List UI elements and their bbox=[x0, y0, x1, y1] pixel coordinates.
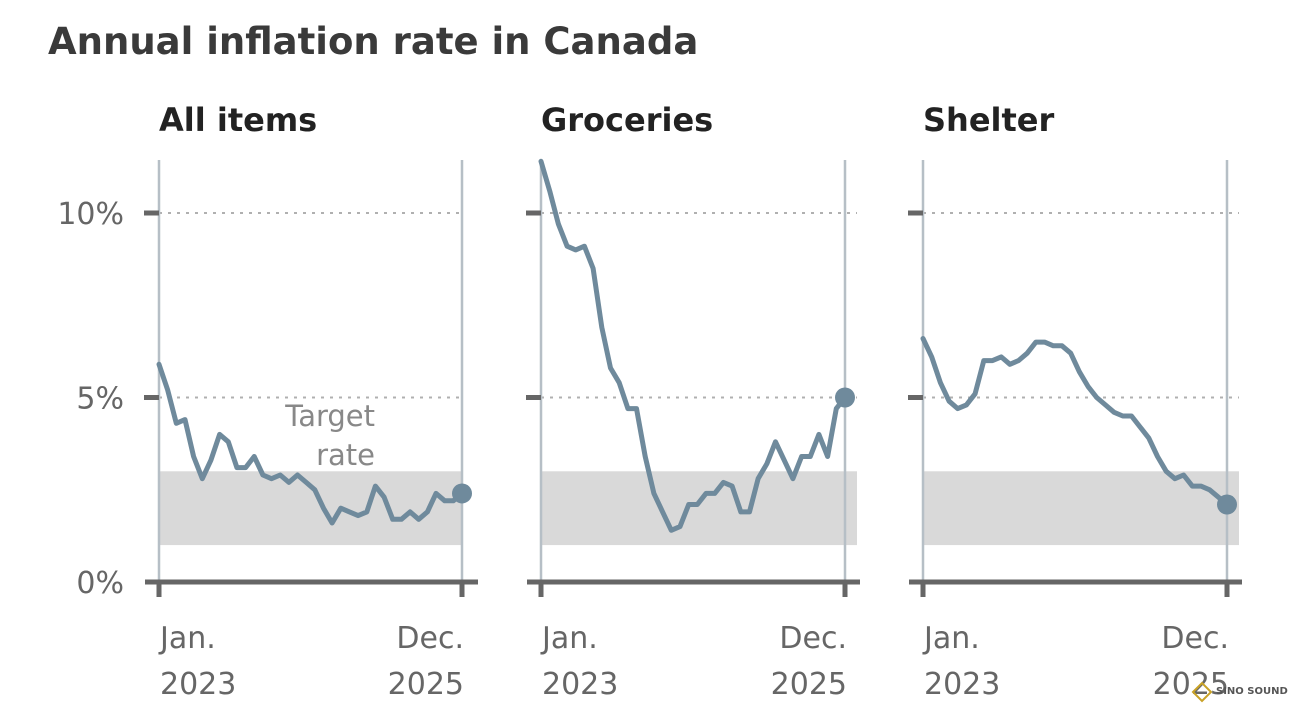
panel-title: Groceries bbox=[541, 101, 713, 139]
x-tick-label-start: Jan. bbox=[540, 621, 598, 656]
x-tick-label-end: 2025 bbox=[771, 667, 847, 702]
annotation-rate: rate bbox=[316, 438, 375, 472]
x-tick-label-end: Dec. bbox=[396, 621, 464, 656]
y-tick-label: 5% bbox=[76, 382, 124, 417]
x-tick-label-start: Jan. bbox=[158, 621, 216, 656]
panel-title: Shelter bbox=[923, 101, 1055, 139]
x-tick-label-start: 2023 bbox=[924, 667, 1000, 702]
series-line bbox=[538, 158, 848, 533]
x-tick-label-end: 2025 bbox=[388, 667, 464, 702]
panel-shelter: Shelter Jan. 2023 Dec. 2025 bbox=[908, 101, 1242, 702]
watermark-diamond-icon bbox=[1191, 681, 1213, 703]
x-tick-label-start: Jan. bbox=[922, 621, 980, 656]
y-tick-label: 0% bbox=[76, 566, 124, 601]
series-line bbox=[920, 336, 1230, 507]
panel-all-items: All items Jan. 2023 Dec. 2025 Target rate bbox=[144, 101, 478, 702]
watermark-text: SINO SOUND bbox=[1216, 686, 1288, 697]
x-tick-label-end: Dec. bbox=[1161, 621, 1229, 656]
end-point-marker bbox=[835, 387, 855, 408]
panel-groceries: Groceries Jan. 2023 Dec. 2025 bbox=[526, 101, 860, 702]
target-band bbox=[541, 471, 857, 546]
panel-title: All items bbox=[159, 101, 317, 139]
series-line bbox=[156, 361, 465, 526]
x-tick-label-end: Dec. bbox=[779, 621, 847, 656]
target-band bbox=[159, 471, 462, 546]
x-tick-label-start: 2023 bbox=[160, 667, 236, 702]
target-band bbox=[923, 471, 1239, 546]
y-tick-label: 10% bbox=[57, 197, 124, 232]
end-point-marker bbox=[1217, 494, 1237, 515]
end-point-marker bbox=[452, 483, 472, 504]
annotation-target: Target bbox=[284, 399, 375, 433]
chart-title: Annual inflation rate in Canada bbox=[48, 20, 698, 63]
x-tick-label-start: 2023 bbox=[542, 667, 618, 702]
watermark-logo: SINO SOUND bbox=[1191, 681, 1288, 703]
x-tick-label-end: 2025 bbox=[1153, 667, 1229, 702]
